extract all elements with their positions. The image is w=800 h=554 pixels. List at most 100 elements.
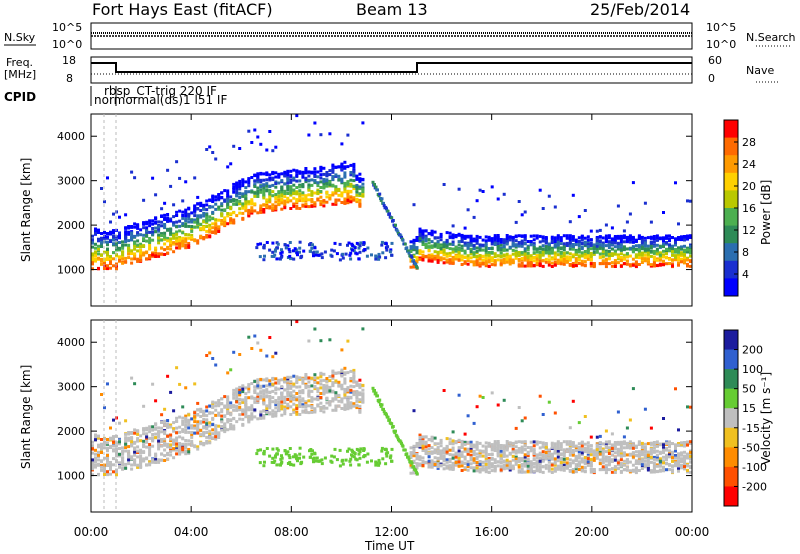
data-cell <box>469 444 473 447</box>
data-cell <box>346 243 349 247</box>
data-cell <box>235 406 239 410</box>
data-cell <box>124 466 128 470</box>
data-cell <box>586 254 590 258</box>
data-cell <box>601 250 605 254</box>
data-cell <box>562 260 566 263</box>
data-cell <box>220 214 224 218</box>
data-cell <box>499 254 503 258</box>
data-cell <box>412 255 416 258</box>
data-cell <box>541 207 545 210</box>
data-cell <box>298 246 302 250</box>
data-cell <box>662 263 665 267</box>
data-cell <box>289 174 293 178</box>
data-cell <box>421 435 425 439</box>
data-cell <box>293 247 297 251</box>
data-cell <box>142 432 146 436</box>
data-cell <box>274 171 278 175</box>
data-cell <box>142 237 146 241</box>
data-cell <box>374 257 378 261</box>
data-cell <box>547 245 551 249</box>
data-cell <box>677 258 680 261</box>
data-cell <box>349 406 353 410</box>
data-cell <box>265 148 269 152</box>
data-cell <box>262 192 266 196</box>
data-cell <box>478 460 482 463</box>
data-cell <box>121 456 125 460</box>
data-cell <box>418 257 422 261</box>
data-cell <box>538 456 542 460</box>
data-cell <box>220 425 224 428</box>
data-cell <box>363 248 367 251</box>
data-cell <box>319 199 323 203</box>
data-cell <box>238 405 242 409</box>
data-cell <box>139 256 143 260</box>
data-cell <box>541 253 545 257</box>
data-cell <box>460 258 464 262</box>
data-cell <box>343 371 347 375</box>
data-cell <box>151 382 155 386</box>
data-cell <box>454 460 458 464</box>
data-cell <box>583 209 587 212</box>
data-cell <box>127 230 131 234</box>
data-cell <box>148 237 152 240</box>
data-cell <box>127 436 131 440</box>
data-cell <box>559 247 563 251</box>
data-cell <box>583 263 587 267</box>
data-cell <box>226 418 230 421</box>
data-cell <box>285 246 289 250</box>
data-cell <box>643 201 647 205</box>
data-cell <box>241 211 245 215</box>
data-cell <box>490 443 494 447</box>
data-cell <box>427 465 431 469</box>
data-cell <box>268 400 272 404</box>
data-cell <box>271 194 275 198</box>
data-cell <box>217 411 221 415</box>
data-cell <box>343 387 347 391</box>
data-cell <box>604 253 608 257</box>
data-cell <box>145 234 149 238</box>
data-cell <box>241 410 245 414</box>
data-cell <box>91 245 94 249</box>
data-cell <box>130 457 134 461</box>
data-cell <box>634 244 638 248</box>
data-cell <box>214 428 218 432</box>
data-cell <box>544 442 548 445</box>
data-cell <box>163 437 167 441</box>
data-cell <box>280 396 284 400</box>
data-cell <box>451 233 455 237</box>
data-cell <box>214 424 218 428</box>
data-cell <box>622 245 626 249</box>
nave-label: Nave <box>746 64 774 77</box>
data-cell <box>106 253 109 257</box>
data-cell <box>340 201 344 204</box>
data-cell <box>205 435 209 439</box>
data-cell <box>430 230 434 234</box>
data-cell <box>202 420 206 424</box>
data-cell <box>259 396 263 400</box>
data-cell <box>319 339 323 343</box>
data-cell <box>253 128 257 132</box>
data-cell <box>307 394 311 398</box>
data-cell <box>136 239 140 243</box>
data-cell <box>181 428 185 432</box>
data-cell <box>331 384 335 388</box>
data-cell <box>631 263 635 267</box>
data-cell <box>496 450 500 454</box>
data-cell <box>487 465 491 469</box>
data-cell <box>160 252 164 256</box>
colorbar-tick: 28 <box>742 136 756 149</box>
data-cell <box>487 251 491 254</box>
data-cell <box>505 252 509 256</box>
data-cell <box>499 238 503 242</box>
data-cell <box>436 259 440 263</box>
data-cell <box>541 239 545 243</box>
data-cell <box>169 219 173 223</box>
data-cell <box>505 258 509 262</box>
data-cell <box>616 247 620 251</box>
data-cell <box>181 214 185 217</box>
data-cell <box>193 416 197 420</box>
data-cell <box>94 254 97 258</box>
data-cell <box>559 260 563 264</box>
data-cell <box>439 247 443 251</box>
data-cell <box>301 377 305 381</box>
